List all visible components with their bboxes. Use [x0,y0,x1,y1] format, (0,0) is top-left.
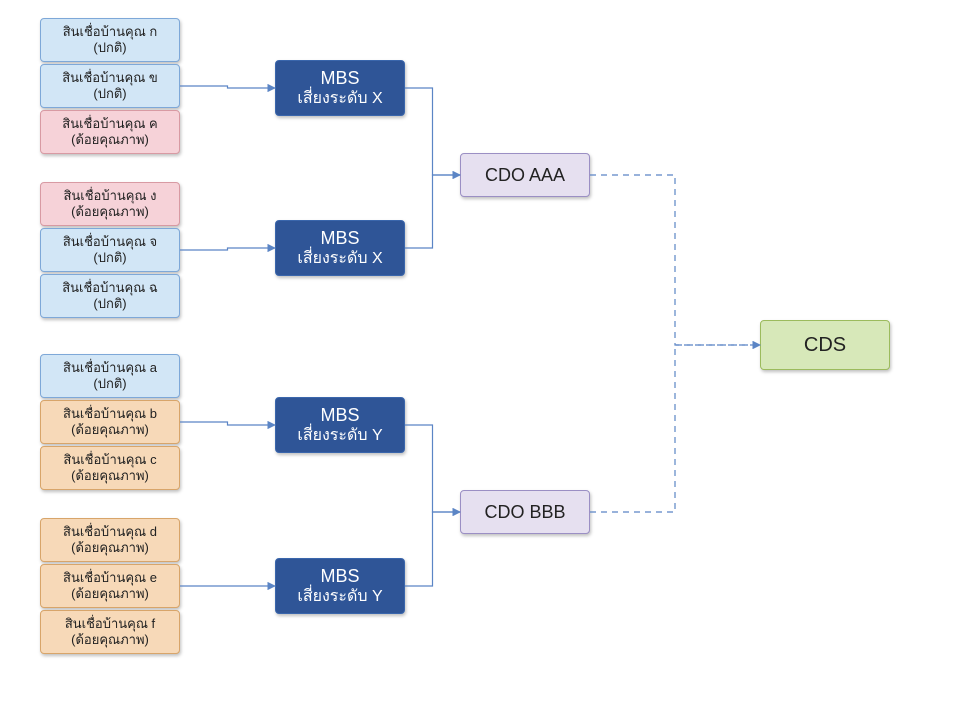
loan-line1: สินเชื่อบ้านคุณ ข [62,70,158,86]
loan-line1: สินเชื่อบ้านคุณ c [63,452,156,468]
loan-box-b: สินเชื่อบ้านคุณ b (ด้อยคุณภาพ) [40,400,180,444]
loan-box-ng: สินเชื่อบ้านคุณ ง (ด้อยคุณภาพ) [40,182,180,226]
loan-line1: สินเชื่อบ้านคุณ ฉ [62,280,158,296]
edge-mbs1-cdo_a [405,88,460,175]
loan-line1: สินเชื่อบ้านคุณ e [63,570,157,586]
loan-box-k: สินเชื่อบ้านคุณ ก (ปกติ) [40,18,180,62]
loan-line1: สินเชื่อบ้านคุณ b [63,406,157,422]
loan-line2: (ปกติ) [93,40,126,56]
loan-line2: (ปกติ) [93,86,126,102]
loan-box-c: สินเชื่อบ้านคุณ c (ด้อยคุณภาพ) [40,446,180,490]
edge-mbs3-cdo_b [405,425,460,512]
edge-cdo_a-cds [590,175,760,345]
loan-line2: (ปกติ) [93,250,126,266]
mbs-line1: MBS [320,67,359,90]
mbs-line2: เสี่ยงระดับ Y [297,426,382,446]
mbs-line2: เสี่ยงระดับ X [297,249,382,269]
loan-line1: สินเชื่อบ้านคุณ ง [63,188,156,204]
loan-box-f: สินเชื่อบ้านคุณ f (ด้อยคุณภาพ) [40,610,180,654]
edge-l_j-mbs2 [180,248,275,250]
mbs-box-2: MBS เสี่ยงระดับ X [275,220,405,276]
loan-line2: (ด้อยคุณภาพ) [71,468,149,484]
loan-box-kc: สินเชื่อบ้านคุณ ค (ด้อยคุณภาพ) [40,110,180,154]
loan-line1: สินเชื่อบ้านคุณ d [63,524,157,540]
cdo-bbb-box: CDO BBB [460,490,590,534]
mbs-box-4: MBS เสี่ยงระดับ Y [275,558,405,614]
edge-mbs4-cdo_b [405,512,460,586]
loan-line2: (ด้อยคุณภาพ) [71,132,149,148]
cdo-aaa-box: CDO AAA [460,153,590,197]
cds-label: CDS [804,333,846,358]
loan-line2: (ด้อยคุณภาพ) [71,204,149,220]
mbs-box-1: MBS เสี่ยงระดับ X [275,60,405,116]
mbs-line1: MBS [320,565,359,588]
loan-line1: สินเชื่อบ้านคุณ จ [63,234,157,250]
loan-line2: (ด้อยคุณภาพ) [71,540,149,556]
mbs-box-3: MBS เสี่ยงระดับ Y [275,397,405,453]
loan-box-j: สินเชื่อบ้านคุณ จ (ปกติ) [40,228,180,272]
edge-cdo_b-cds [590,345,760,512]
loan-line2: (ด้อยคุณภาพ) [71,586,149,602]
loan-line1: สินเชื่อบ้านคุณ ค [62,116,157,132]
cdo-label: CDO AAA [485,164,565,187]
loan-line2: (ด้อยคุณภาพ) [71,632,149,648]
loan-line1: สินเชื่อบ้านคุณ f [65,616,155,632]
loan-line1: สินเชื่อบ้านคุณ ก [63,24,158,40]
loan-line1: สินเชื่อบ้านคุณ a [63,360,157,376]
loan-box-d: สินเชื่อบ้านคุณ d (ด้อยคุณภาพ) [40,518,180,562]
edge-mbs2-cdo_a [405,175,460,248]
loan-line2: (ปกติ) [93,296,126,312]
mbs-line2: เสี่ยงระดับ Y [297,587,382,607]
loan-box-kh: สินเชื่อบ้านคุณ ข (ปกติ) [40,64,180,108]
edge-l_b-mbs3 [180,422,275,425]
edge-l_kh-mbs1 [180,86,275,88]
loan-box-a: สินเชื่อบ้านคุณ a (ปกติ) [40,354,180,398]
loan-line2: (ปกติ) [93,376,126,392]
loan-box-e: สินเชื่อบ้านคุณ e (ด้อยคุณภาพ) [40,564,180,608]
mbs-line1: MBS [320,227,359,250]
cds-box: CDS [760,320,890,370]
loan-box-ch: สินเชื่อบ้านคุณ ฉ (ปกติ) [40,274,180,318]
mbs-line1: MBS [320,404,359,427]
mbs-line2: เสี่ยงระดับ X [297,89,382,109]
loan-line2: (ด้อยคุณภาพ) [71,422,149,438]
cdo-label: CDO BBB [484,501,565,524]
